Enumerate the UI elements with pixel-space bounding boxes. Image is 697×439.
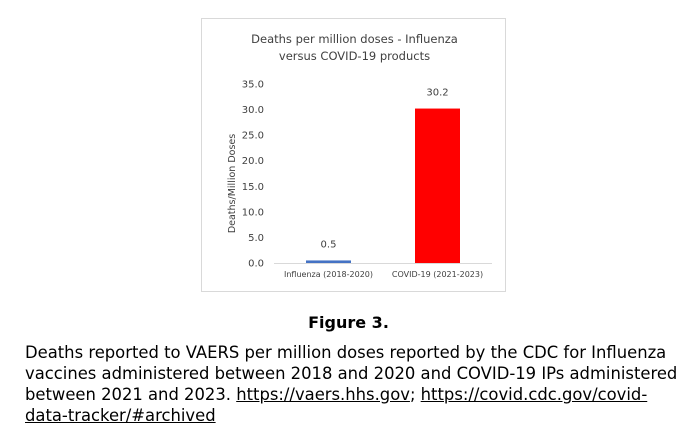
y-tick-label: 30.0 — [242, 105, 264, 116]
caption-separator: ; — [409, 385, 421, 404]
chart-frame: Deaths per million doses - Influenza ver… — [201, 18, 506, 292]
figure-label: Figure 3. — [308, 313, 389, 332]
chart-title: Deaths per million doses - Influenza ver… — [202, 31, 507, 65]
cdc-tracker-link[interactable]: https://covid.cdc.gov/covid-data-tracker… — [25, 385, 648, 425]
x-tick-label: Influenza (2018-2020) — [284, 270, 373, 279]
y-tick-label: 0.0 — [248, 259, 264, 270]
y-tick-label: 5.0 — [248, 233, 264, 244]
y-tick-label: 15.0 — [242, 182, 264, 193]
vaers-link[interactable]: https://vaers.hhs.gov — [236, 385, 410, 404]
chart-title-line-1: Deaths per million doses - Influenza — [251, 32, 458, 46]
bar-value-label: 0.5 — [321, 239, 337, 250]
figure-caption: Deaths reported to VAERS per million dos… — [25, 342, 685, 426]
chart-title-line-2: versus COVID-19 products — [278, 49, 431, 63]
y-tick-label: 20.0 — [242, 156, 264, 167]
x-tick-label: COVID-19 (2021-2023) — [392, 270, 483, 279]
y-tick-label: 10.0 — [242, 207, 264, 218]
bar-chart: 0.0 5.0 10.0 15.0 20.0 25.0 30.0 35.0 0.5 30.2 I… — [227, 80, 492, 279]
bar — [306, 260, 351, 263]
bar-value-label: 30.2 — [426, 88, 448, 99]
caption-text: Deaths reported to VAERS per million dos… — [25, 343, 678, 404]
bar — [415, 108, 460, 263]
y-tick-label: 25.0 — [242, 131, 264, 142]
y-axis-label: Deaths/Million Doses — [227, 134, 238, 233]
y-tick-label: 35.0 — [242, 80, 264, 91]
